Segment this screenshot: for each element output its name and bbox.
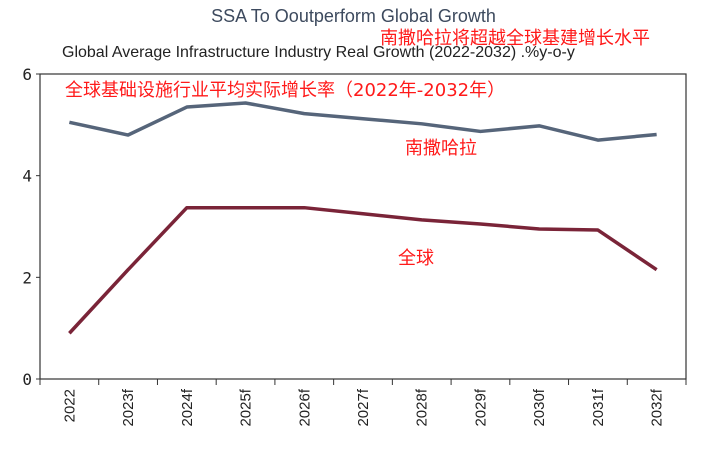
x-tick-label: 2023f [120,388,137,426]
subtitle-cn-annotation: 全球基础设施行业平均实际增长率（2022年-2032年） [65,80,506,101]
y-tick-label: 2 [22,268,32,287]
chart-subtitle: Global Average Infrastructure Industry R… [62,44,575,61]
title-cn-annotation: 南撒哈拉将超越全球基建增长水平 [380,28,650,49]
x-tick-label: 2030f [531,388,548,426]
x-tick-label: 2027f [355,388,372,426]
x-tick-label: 2032f [649,388,666,426]
x-tick-label: 2026f [296,388,313,426]
x-tick-label: 2022 [61,389,78,422]
x-tick-label: 2031f [590,388,607,426]
x-tick-label: 2028f [414,388,431,426]
x-tick-label: 2029f [472,388,489,426]
x-tick-label: 2024f [179,388,196,426]
chart-title: SSA To Ooutperform Global Growth [211,6,496,26]
y-tick-label: 6 [22,65,32,84]
ssa-label: 南撒哈拉 [405,138,477,159]
series-line-global [68,205,658,335]
series-line-ssa [68,101,657,142]
y-tick-label: 0 [22,370,32,389]
plot-frame [39,73,687,380]
y-tick-label: 4 [22,167,32,186]
x-tick-label: 2025f [238,388,255,426]
global-label: 全球 [398,248,434,269]
